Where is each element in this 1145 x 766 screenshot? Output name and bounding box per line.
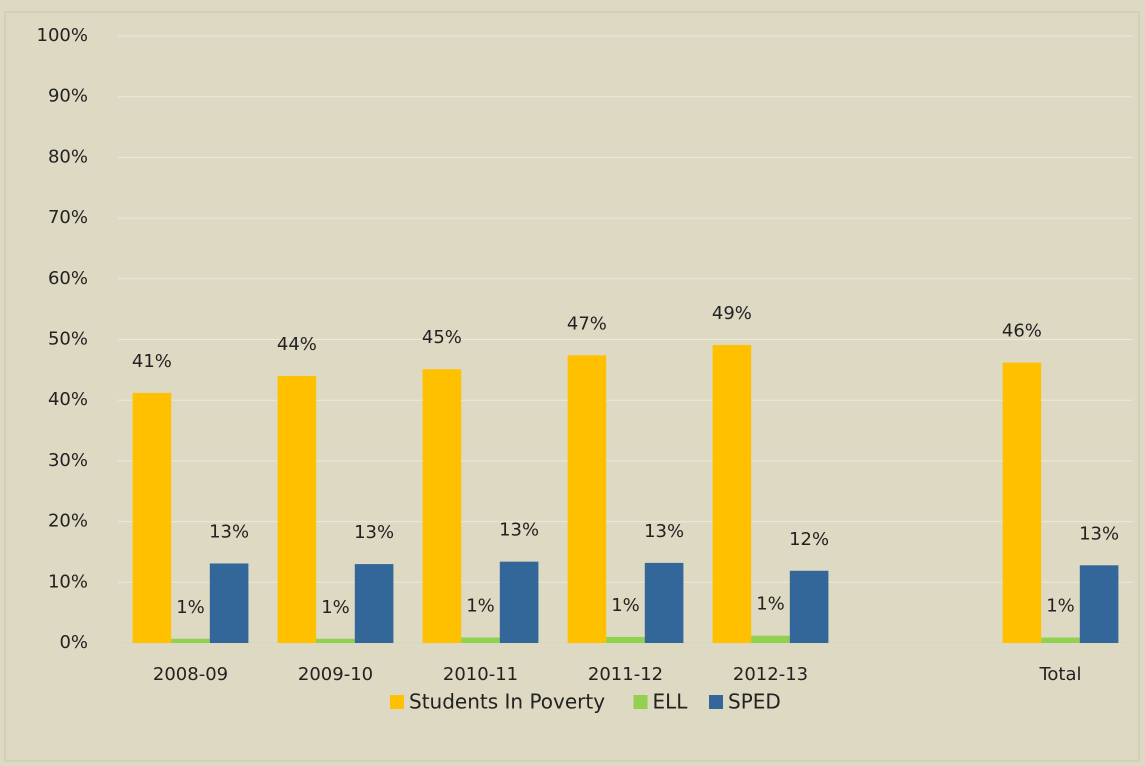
legend-label: Students In Poverty (409, 690, 605, 714)
data-label: 13% (644, 521, 684, 542)
chart-border (4, 11, 1140, 762)
bar (712, 344, 752, 643)
x-tick-label: Total (1038, 664, 1081, 685)
bar (751, 635, 790, 643)
bar (316, 638, 355, 643)
x-tick-label: 2011-12 (588, 664, 663, 685)
data-label: 1% (466, 596, 495, 617)
y-tick-label: 90% (48, 86, 88, 107)
data-label: 13% (354, 522, 394, 543)
bar (1041, 637, 1080, 643)
bar (789, 570, 829, 643)
data-label: 12% (789, 529, 829, 550)
x-tick-label: 2009-10 (298, 664, 373, 685)
data-label: 13% (209, 521, 249, 542)
y-tick-label: 10% (48, 571, 88, 592)
y-tick-label: 30% (48, 450, 88, 471)
data-label: 1% (321, 597, 350, 618)
legend-swatch (390, 695, 404, 709)
data-label: 13% (1079, 523, 1119, 544)
x-tick-label: 2010-11 (443, 664, 518, 685)
data-label: 1% (756, 594, 785, 615)
legend-swatch (633, 695, 648, 709)
bar (1002, 362, 1042, 643)
data-label: 1% (1046, 596, 1075, 617)
legend-label: SPED (728, 690, 781, 714)
y-tick-label: 60% (48, 268, 88, 289)
legend-swatch (709, 695, 723, 709)
legend-label: ELL (653, 690, 689, 714)
bar (606, 636, 645, 643)
bar (567, 355, 607, 643)
data-label: 47% (567, 313, 607, 334)
bar (171, 638, 210, 643)
bar (461, 637, 500, 643)
bar (132, 392, 172, 643)
data-label: 13% (499, 520, 539, 541)
data-label: 41% (132, 351, 172, 372)
bar (644, 562, 684, 643)
data-label: 46% (1002, 321, 1042, 342)
y-tick-label: 80% (48, 146, 88, 167)
bar (277, 375, 317, 643)
bar (209, 563, 249, 643)
y-tick-label: 70% (48, 207, 88, 228)
bar (354, 564, 394, 643)
y-tick-label: 100% (37, 25, 88, 46)
y-tick-label: 0% (59, 632, 88, 653)
data-label: 45% (422, 327, 462, 348)
x-tick-label: 2008-09 (153, 664, 228, 685)
y-tick-label: 40% (48, 389, 88, 410)
data-label: 44% (277, 334, 317, 355)
data-label: 1% (611, 595, 640, 616)
data-label: 49% (712, 303, 752, 324)
y-tick-label: 50% (48, 329, 88, 350)
bar (422, 369, 462, 643)
bar (1079, 565, 1119, 643)
y-tick-label: 20% (48, 511, 88, 532)
x-tick-label: 2012-13 (733, 664, 808, 685)
data-label: 1% (176, 597, 205, 618)
bar (499, 561, 539, 643)
